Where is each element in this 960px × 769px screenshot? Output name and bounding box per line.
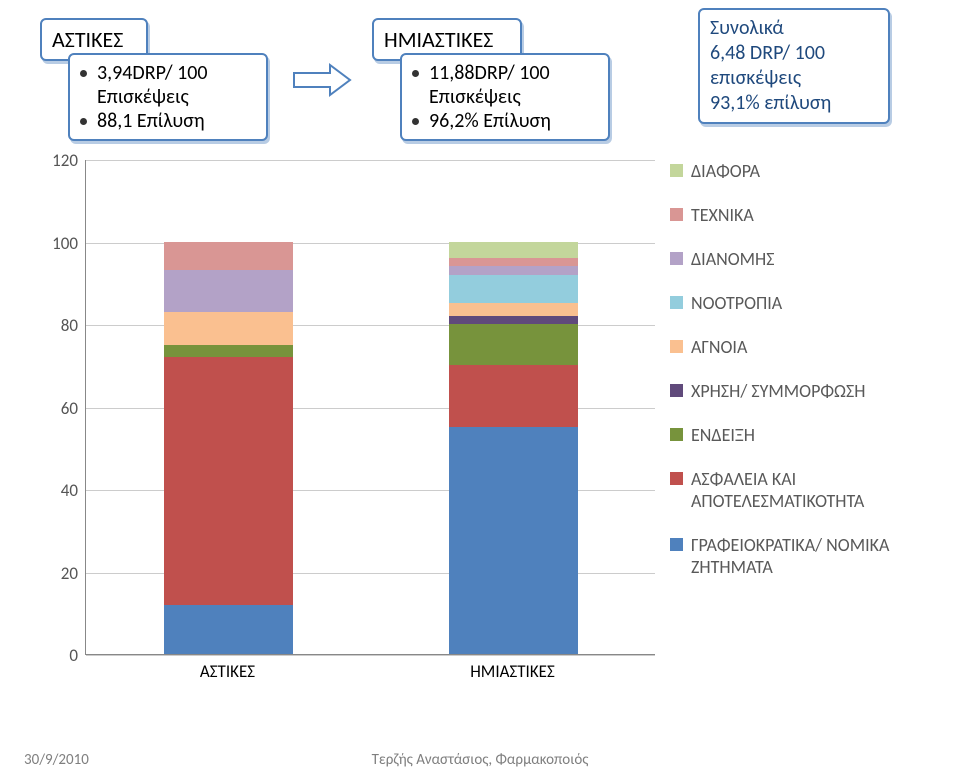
legend-label: ΕΝΔΕΙΞΗ [691, 424, 755, 446]
legend-swatch-icon [670, 472, 683, 485]
legend-swatch-icon [670, 340, 683, 353]
legend-swatch-icon [670, 538, 683, 551]
y-tick-label: 120 [38, 150, 78, 171]
box3-l1: Συνολικά [710, 16, 878, 41]
bar-segment [449, 242, 577, 259]
legend-swatch-icon [670, 252, 683, 265]
box1-line1-text: 3,94DRP/ 100 Επισκέψεις [97, 61, 256, 109]
box2-line1: 11,88DRP/ 100 Επισκέψεις [412, 61, 598, 109]
top-boxes: ΑΣΤΙΚΕΣ 3,94DRP/ 100 Επισκέψεις 88,1 Επί… [0, 18, 960, 168]
bar-segment [449, 258, 577, 266]
box2-line2-text: 96,2% Επίλυση [429, 109, 551, 133]
box1-line1: 3,94DRP/ 100 Επισκέψεις [80, 61, 256, 109]
legend-item: ΑΣΦΑΛΕΙΑ ΚΑΙ ΑΠΟΤΕΛΕΣΜΑΤΙΚΟΤΗΤΑ [670, 468, 940, 512]
bar-segment [449, 316, 577, 324]
legend-label: ΧΡΗΣΗ/ ΣΥΜΜΟΡΦΩΣΗ [691, 380, 865, 402]
box2-line2: 96,2% Επίλυση [412, 109, 598, 133]
box2-line1-text: 11,88DRP/ 100 Επισκέψεις [429, 61, 598, 109]
legend-swatch-icon [670, 296, 683, 309]
legend-item: ΤΕΧΝΙΚΑ [670, 204, 940, 226]
bar-segment [449, 365, 577, 427]
y-tick-label: 80 [38, 315, 78, 336]
bar-segment [449, 303, 577, 315]
box1-line2: 88,1 Επίλυση [80, 109, 256, 133]
bullet-dot-icon [412, 70, 419, 77]
legend-item: ΔΙΑΦΟΡΑ [670, 160, 940, 182]
bar-segment [449, 427, 577, 654]
bar-segment [449, 275, 577, 304]
box1-body: 3,94DRP/ 100 Επισκέψεις 88,1 Επίλυση [68, 53, 268, 141]
bar-segment [164, 605, 292, 655]
arrow-icon [292, 63, 352, 97]
x-axis-label: ΑΣΤΙΚΕΣ [85, 661, 370, 682]
y-tick-label: 0 [38, 645, 78, 666]
legend-swatch-icon [670, 428, 683, 441]
y-tick-label: 100 [38, 233, 78, 254]
y-tick-label: 60 [38, 398, 78, 419]
bar-segment [164, 357, 292, 605]
bullet-dot-icon [80, 70, 87, 77]
legend-item: ΑΓΝΟΙΑ [670, 336, 940, 358]
legend-item: ΝΟΟΤΡΟΠΙΑ [670, 292, 940, 314]
gridline [86, 655, 655, 656]
legend-swatch-icon [670, 208, 683, 221]
legend-item: ΕΝΔΕΙΞΗ [670, 424, 940, 446]
bar [449, 242, 577, 655]
legend: ΔΙΑΦΟΡΑ ΤΕΧΝΙΚΑ ΔΙΑΝΟΜΗΣ ΝΟΟΤΡΟΠΙΑ ΑΓΝΟΙΑ ΧΡΗ… [670, 160, 940, 600]
box2-body: 11,88DRP/ 100 Επισκέψεις 96,2% Επίλυση [400, 53, 610, 141]
legend-item: ΓΡΑΦΕΙΟΚΡΑΤΙΚΑ/ ΝΟΜΙΚΑ ΖΗΤΗΜΑΤΑ [670, 534, 940, 578]
bar-segment [164, 270, 292, 311]
box3-l2: 6,48 DRP/ 100 επισκέψεις [710, 41, 878, 91]
legend-item: ΧΡΗΣΗ/ ΣΥΜΜΟΡΦΩΣΗ [670, 380, 940, 402]
legend-swatch-icon [670, 164, 683, 177]
plot-area [85, 160, 655, 655]
legend-label: ΔΙΑΝΟΜΗΣ [691, 248, 775, 270]
box3-total: Συνολικά 6,48 DRP/ 100 επισκέψεις 93,1% … [698, 8, 890, 124]
footer-author: Τερζής Αναστάσιος, Φαρμακοποιός [0, 751, 960, 769]
legend-label: ΑΣΦΑΛΕΙΑ ΚΑΙ ΑΠΟΤΕΛΕΣΜΑΤΙΚΟΤΗΤΑ [691, 468, 940, 512]
gridline [86, 160, 655, 161]
bar-segment [164, 345, 292, 357]
bar-segment [164, 242, 292, 271]
bar [164, 242, 292, 655]
legend-swatch-icon [670, 384, 683, 397]
box1-header-text: ΑΣΤΙΚΕΣ [52, 26, 123, 53]
box1-line2-text: 88,1 Επίλυση [97, 109, 205, 133]
y-tick-label: 40 [38, 480, 78, 501]
box3-l3: 93,1% επίλυση [710, 91, 878, 116]
legend-label: ΓΡΑΦΕΙΟΚΡΑΤΙΚΑ/ ΝΟΜΙΚΑ ΖΗΤΗΜΑΤΑ [691, 534, 940, 578]
bar-segment [164, 312, 292, 345]
bar-segment [449, 324, 577, 365]
x-axis-label: ΗΜΙΑΣΤΙΚΕΣ [370, 661, 655, 682]
legend-label: ΝΟΟΤΡΟΠΙΑ [691, 292, 782, 314]
legend-label: ΔΙΑΦΟΡΑ [691, 160, 760, 182]
y-tick-label: 20 [38, 563, 78, 584]
bullet-dot-icon [80, 118, 87, 125]
bullet-dot-icon [412, 118, 419, 125]
legend-label: ΑΓΝΟΙΑ [691, 336, 747, 358]
legend-label: ΤΕΧΝΙΚΑ [691, 204, 754, 226]
box2-header-text: ΗΜΙΑΣΤΙΚΕΣ [384, 26, 493, 53]
legend-item: ΔΙΑΝΟΜΗΣ [670, 248, 940, 270]
bar-segment [449, 266, 577, 274]
